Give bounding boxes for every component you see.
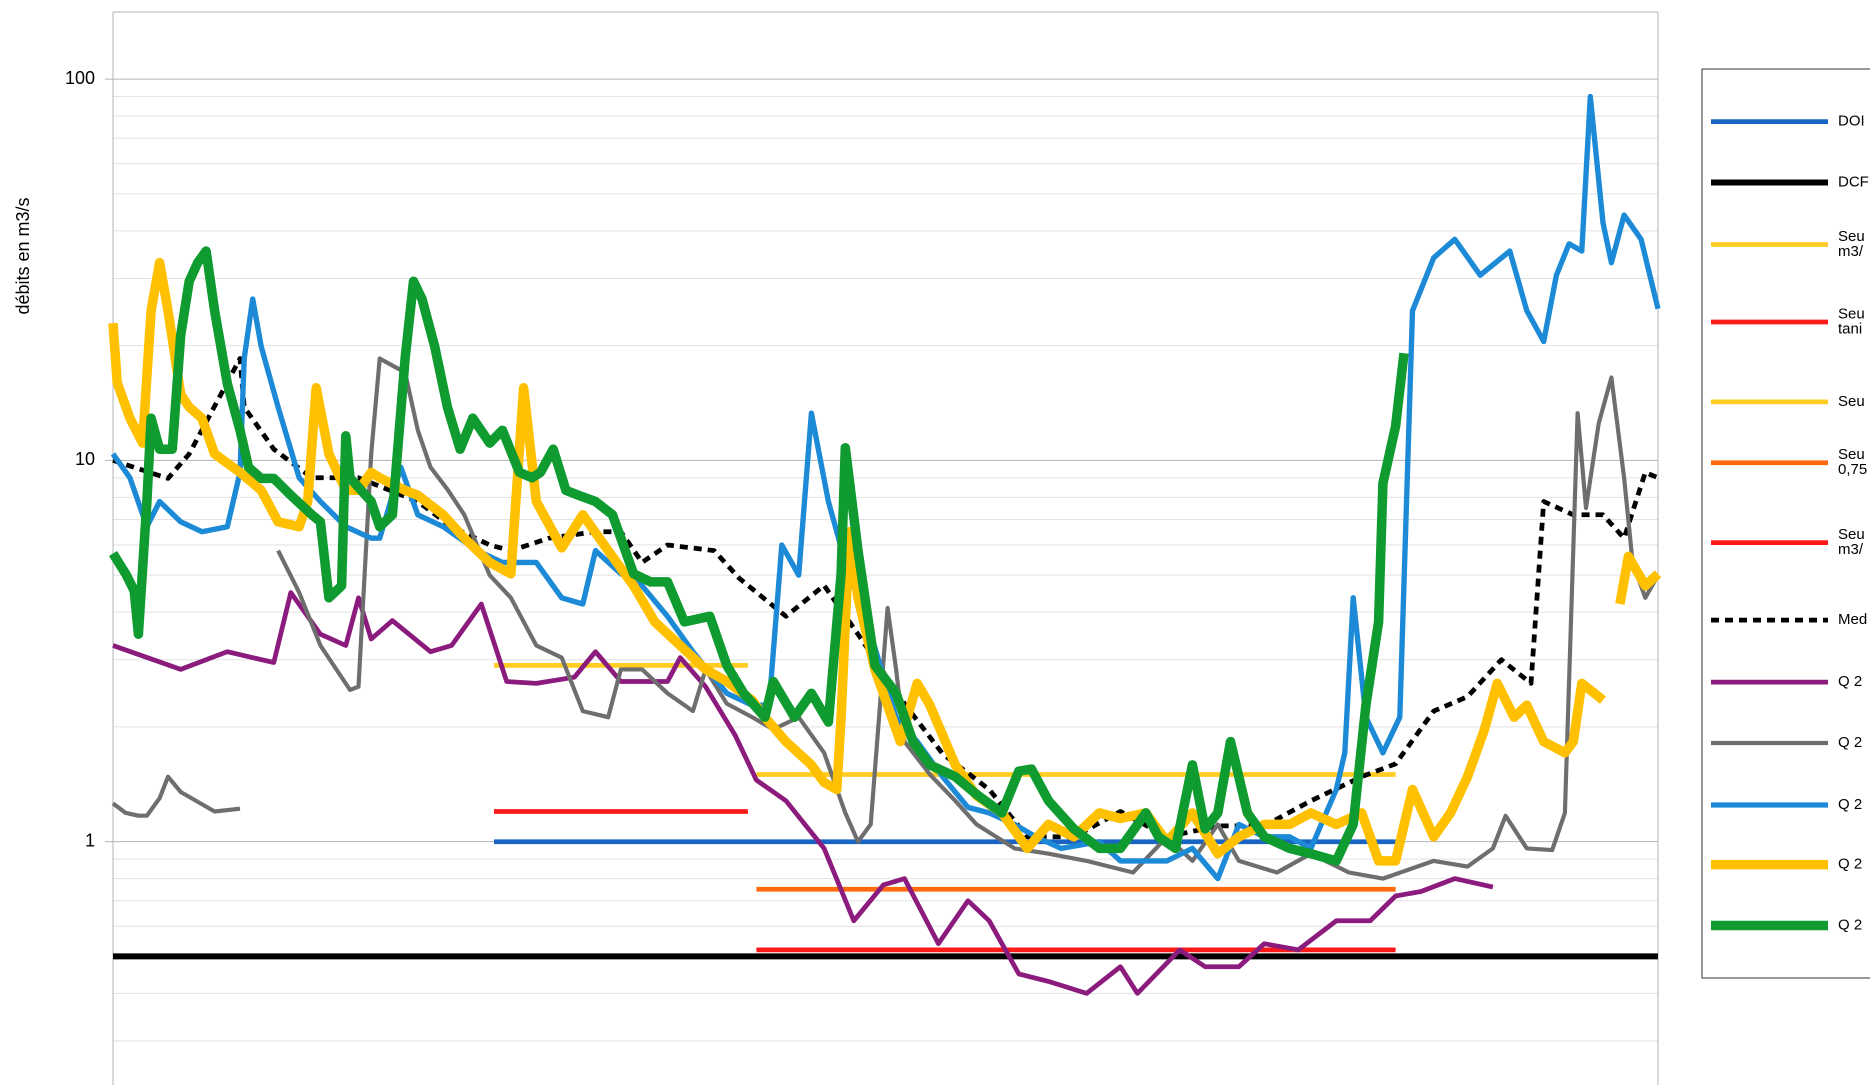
legend-label: Seu tani	[1838, 305, 1865, 337]
legend-label: Seu m3/	[1838, 526, 1865, 558]
legend-label: Q 2	[1838, 856, 1862, 873]
series-line	[108, 257, 1662, 866]
series-line	[112, 590, 1494, 996]
y-tick-label: 10	[75, 449, 95, 469]
series-line	[112, 356, 1659, 840]
legend-label: DOI	[1838, 113, 1865, 130]
legend-label: Seu	[1838, 393, 1865, 410]
legend-box	[1701, 68, 1870, 979]
legend-label: Seu m3/	[1838, 228, 1865, 260]
series-line	[111, 356, 1660, 881]
legend-label: Q 2	[1838, 734, 1862, 751]
y-tick-label: 100	[65, 68, 95, 88]
y-axis-label: débits en m3/s	[13, 197, 33, 314]
legend-label: Q 2	[1838, 796, 1862, 813]
legend-label: DCF	[1838, 173, 1869, 190]
legend-label: Q 2	[1838, 673, 1862, 690]
legend-label: Q 2	[1838, 916, 1862, 933]
series-line	[108, 246, 1409, 866]
legend-label: Med	[1838, 611, 1867, 628]
y-tick-label: 1	[85, 830, 95, 850]
legend-label: Seu 0,75	[1838, 446, 1867, 478]
